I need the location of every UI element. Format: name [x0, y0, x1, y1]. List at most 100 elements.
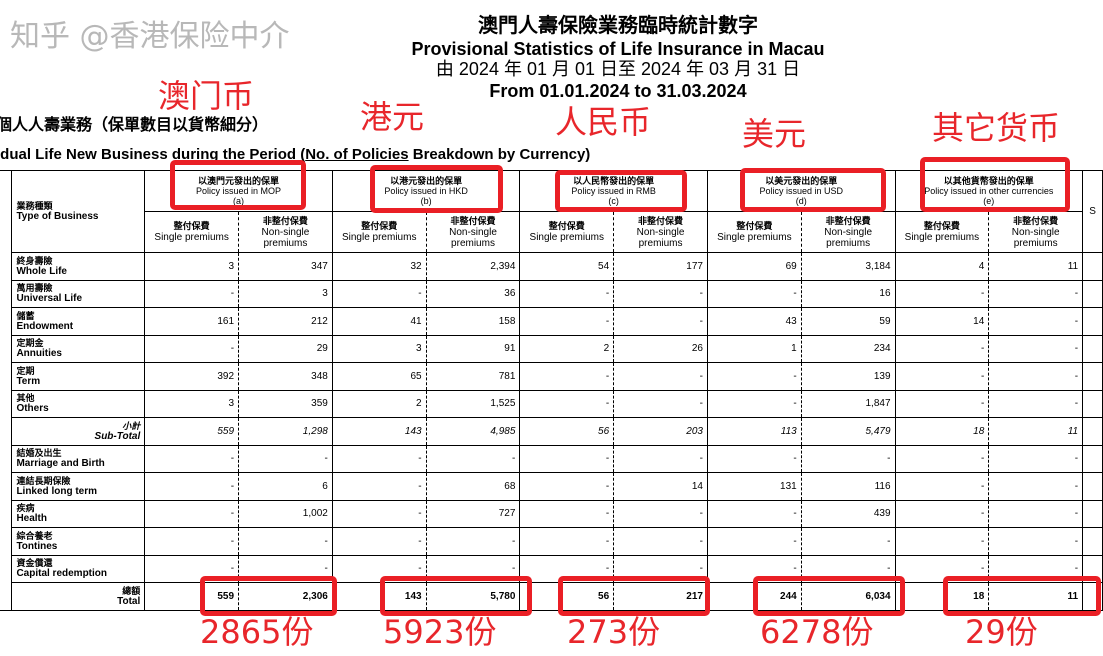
table-row: 結婚及出生 Marriage and Birth - - - - - - - - - - [0, 444, 1103, 473]
cut-cell [1082, 389, 1103, 418]
value-cell: - [894, 527, 990, 556]
currency-header: 以其他貨幣發出的保單 Policy issued in other currenc… [894, 170, 1084, 212]
row-label: 其他 Others [11, 389, 146, 418]
value-cell: - [331, 472, 427, 501]
value-cell: - [426, 444, 521, 473]
title-en: Provisional Statistics of Life Insurance… [411, 39, 825, 59]
cut-cell [1082, 417, 1103, 446]
total-annotation: 5923份 [383, 613, 497, 651]
value-cell: - [613, 279, 708, 308]
value-cell: - [519, 527, 615, 556]
value-cell: - [613, 527, 708, 556]
value-cell: 26 [613, 334, 708, 363]
title-zh: 澳門人壽保險業務臨時統計數字 [478, 15, 758, 37]
value-cell: 43 [706, 307, 802, 336]
value-cell: 16 [801, 279, 896, 308]
table-row: 定期 Term 392 348 65 781- - -139- - [0, 362, 1103, 391]
value-cell: - [988, 527, 1084, 556]
value-cell: - [988, 279, 1084, 308]
row-label: 定期 Term [11, 362, 146, 391]
total-annotation: 273份 [567, 613, 661, 651]
value-cell: - [426, 527, 521, 556]
section-en-underlined: No. of Policies [305, 146, 409, 163]
cut-cell [1082, 499, 1103, 528]
value-cell: 2,306 [238, 582, 333, 611]
value-cell: 4 [894, 252, 990, 281]
value-cell: 781 [426, 362, 521, 391]
currency-annotation: 人民币 [555, 103, 652, 141]
header-highlight-box [740, 168, 886, 212]
row-label: 終身壽險 Whole Life [11, 252, 146, 281]
total-highlight-box [558, 576, 710, 616]
single-premiums-header: 整付保費 Single premiums [331, 211, 427, 253]
value-cell: 56 [519, 417, 615, 446]
row-label: 儲蓄 Endowment [11, 307, 146, 336]
cut-cell [1082, 472, 1103, 501]
header-highlight-box [555, 170, 687, 212]
value-cell: 2,394 [426, 252, 521, 281]
value-cell: 559 [144, 582, 240, 611]
value-cell: - [144, 499, 240, 528]
table-row: 總額 Total 559 2,306 143 5,780 56 217 244 6,034 18 11 [0, 582, 1103, 611]
value-cell: - [613, 499, 708, 528]
table-row: 綜合養老 Tontines - - - - - - - - - - [0, 527, 1103, 556]
value-cell: - [894, 279, 990, 308]
value-cell: 212 [238, 307, 333, 336]
row-label: 資金償還 Capital redemption [11, 554, 146, 583]
total-highlight-box [380, 576, 532, 616]
table-row: 儲蓄 Endowment 161 212 41 158- -43 59 14- [0, 307, 1103, 336]
cut-cell [1082, 362, 1103, 391]
value-cell: 217 [613, 582, 708, 611]
value-cell: 3 [144, 389, 240, 418]
section-en-pre: idual Life New Business during the Perio… [0, 146, 306, 163]
value-cell: 113 [706, 417, 802, 446]
total-highlight-box [200, 576, 337, 616]
cut-column: S [1082, 170, 1103, 253]
value-cell: 143 [331, 417, 427, 446]
total-highlight-box [753, 576, 905, 616]
value-cell: 347 [238, 252, 333, 281]
value-cell: 392 [144, 362, 240, 391]
single-premiums-header: 整付保費 Single premiums [144, 211, 240, 253]
value-cell: - [988, 499, 1084, 528]
value-cell: 29 [238, 334, 333, 363]
total-annotation: 29份 [965, 613, 1038, 651]
value-cell: - [613, 444, 708, 473]
value-cell: 11 [988, 252, 1084, 281]
value-cell: 161 [144, 307, 240, 336]
value-cell: 1,525 [426, 389, 521, 418]
value-cell: - [988, 334, 1084, 363]
watermark: 知乎 @香港保险中介 [10, 19, 290, 54]
currency-header: 以人民幣發出的保單 Policy issued in RMB (c) [519, 170, 708, 212]
value-cell: 69 [706, 252, 802, 281]
non-single-premiums-header: 非整付保費 Non-single premiums [988, 211, 1084, 253]
row-label: 小計 Sub-Total [11, 417, 146, 446]
value-cell: 14 [613, 472, 708, 501]
value-cell: - [519, 472, 615, 501]
value-cell: - [706, 444, 802, 473]
value-cell: 359 [238, 389, 333, 418]
header-highlight-box [370, 165, 503, 213]
currency-annotation: 其它货币 [932, 109, 1061, 147]
value-cell: - [519, 444, 615, 473]
value-cell: - [238, 527, 333, 556]
table-row: 終身壽險 Whole Life 3 347 32 2,394 54 177 69 3,184 4 11 [0, 252, 1103, 281]
cut-cell [1082, 307, 1103, 336]
value-cell: 348 [238, 362, 333, 391]
cut-cell [1082, 527, 1103, 556]
value-cell: - [894, 334, 990, 363]
non-single-premiums-header: 非整付保費 Non-single premiums [613, 211, 708, 253]
section-title-en: idual Life New Business during the Perio… [0, 146, 590, 163]
value-cell: - [894, 389, 990, 418]
value-cell: 32 [331, 252, 427, 281]
value-cell: 5,780 [426, 582, 521, 611]
value-cell: - [988, 362, 1084, 391]
value-cell: - [519, 307, 615, 336]
row-label: 結婚及出生 Marriage and Birth [11, 444, 146, 473]
period-zh: 由 2024 年 01 月 01 日至 2024 年 03 月 31 日 [435, 59, 801, 79]
value-cell: 2 [519, 334, 615, 363]
section-title-zh: 個人人壽業務（保單數目以貨幣細分） [0, 117, 269, 134]
non-single-premiums-header: 非整付保費 Non-single premiums [801, 211, 896, 253]
value-cell: 68 [426, 472, 521, 501]
